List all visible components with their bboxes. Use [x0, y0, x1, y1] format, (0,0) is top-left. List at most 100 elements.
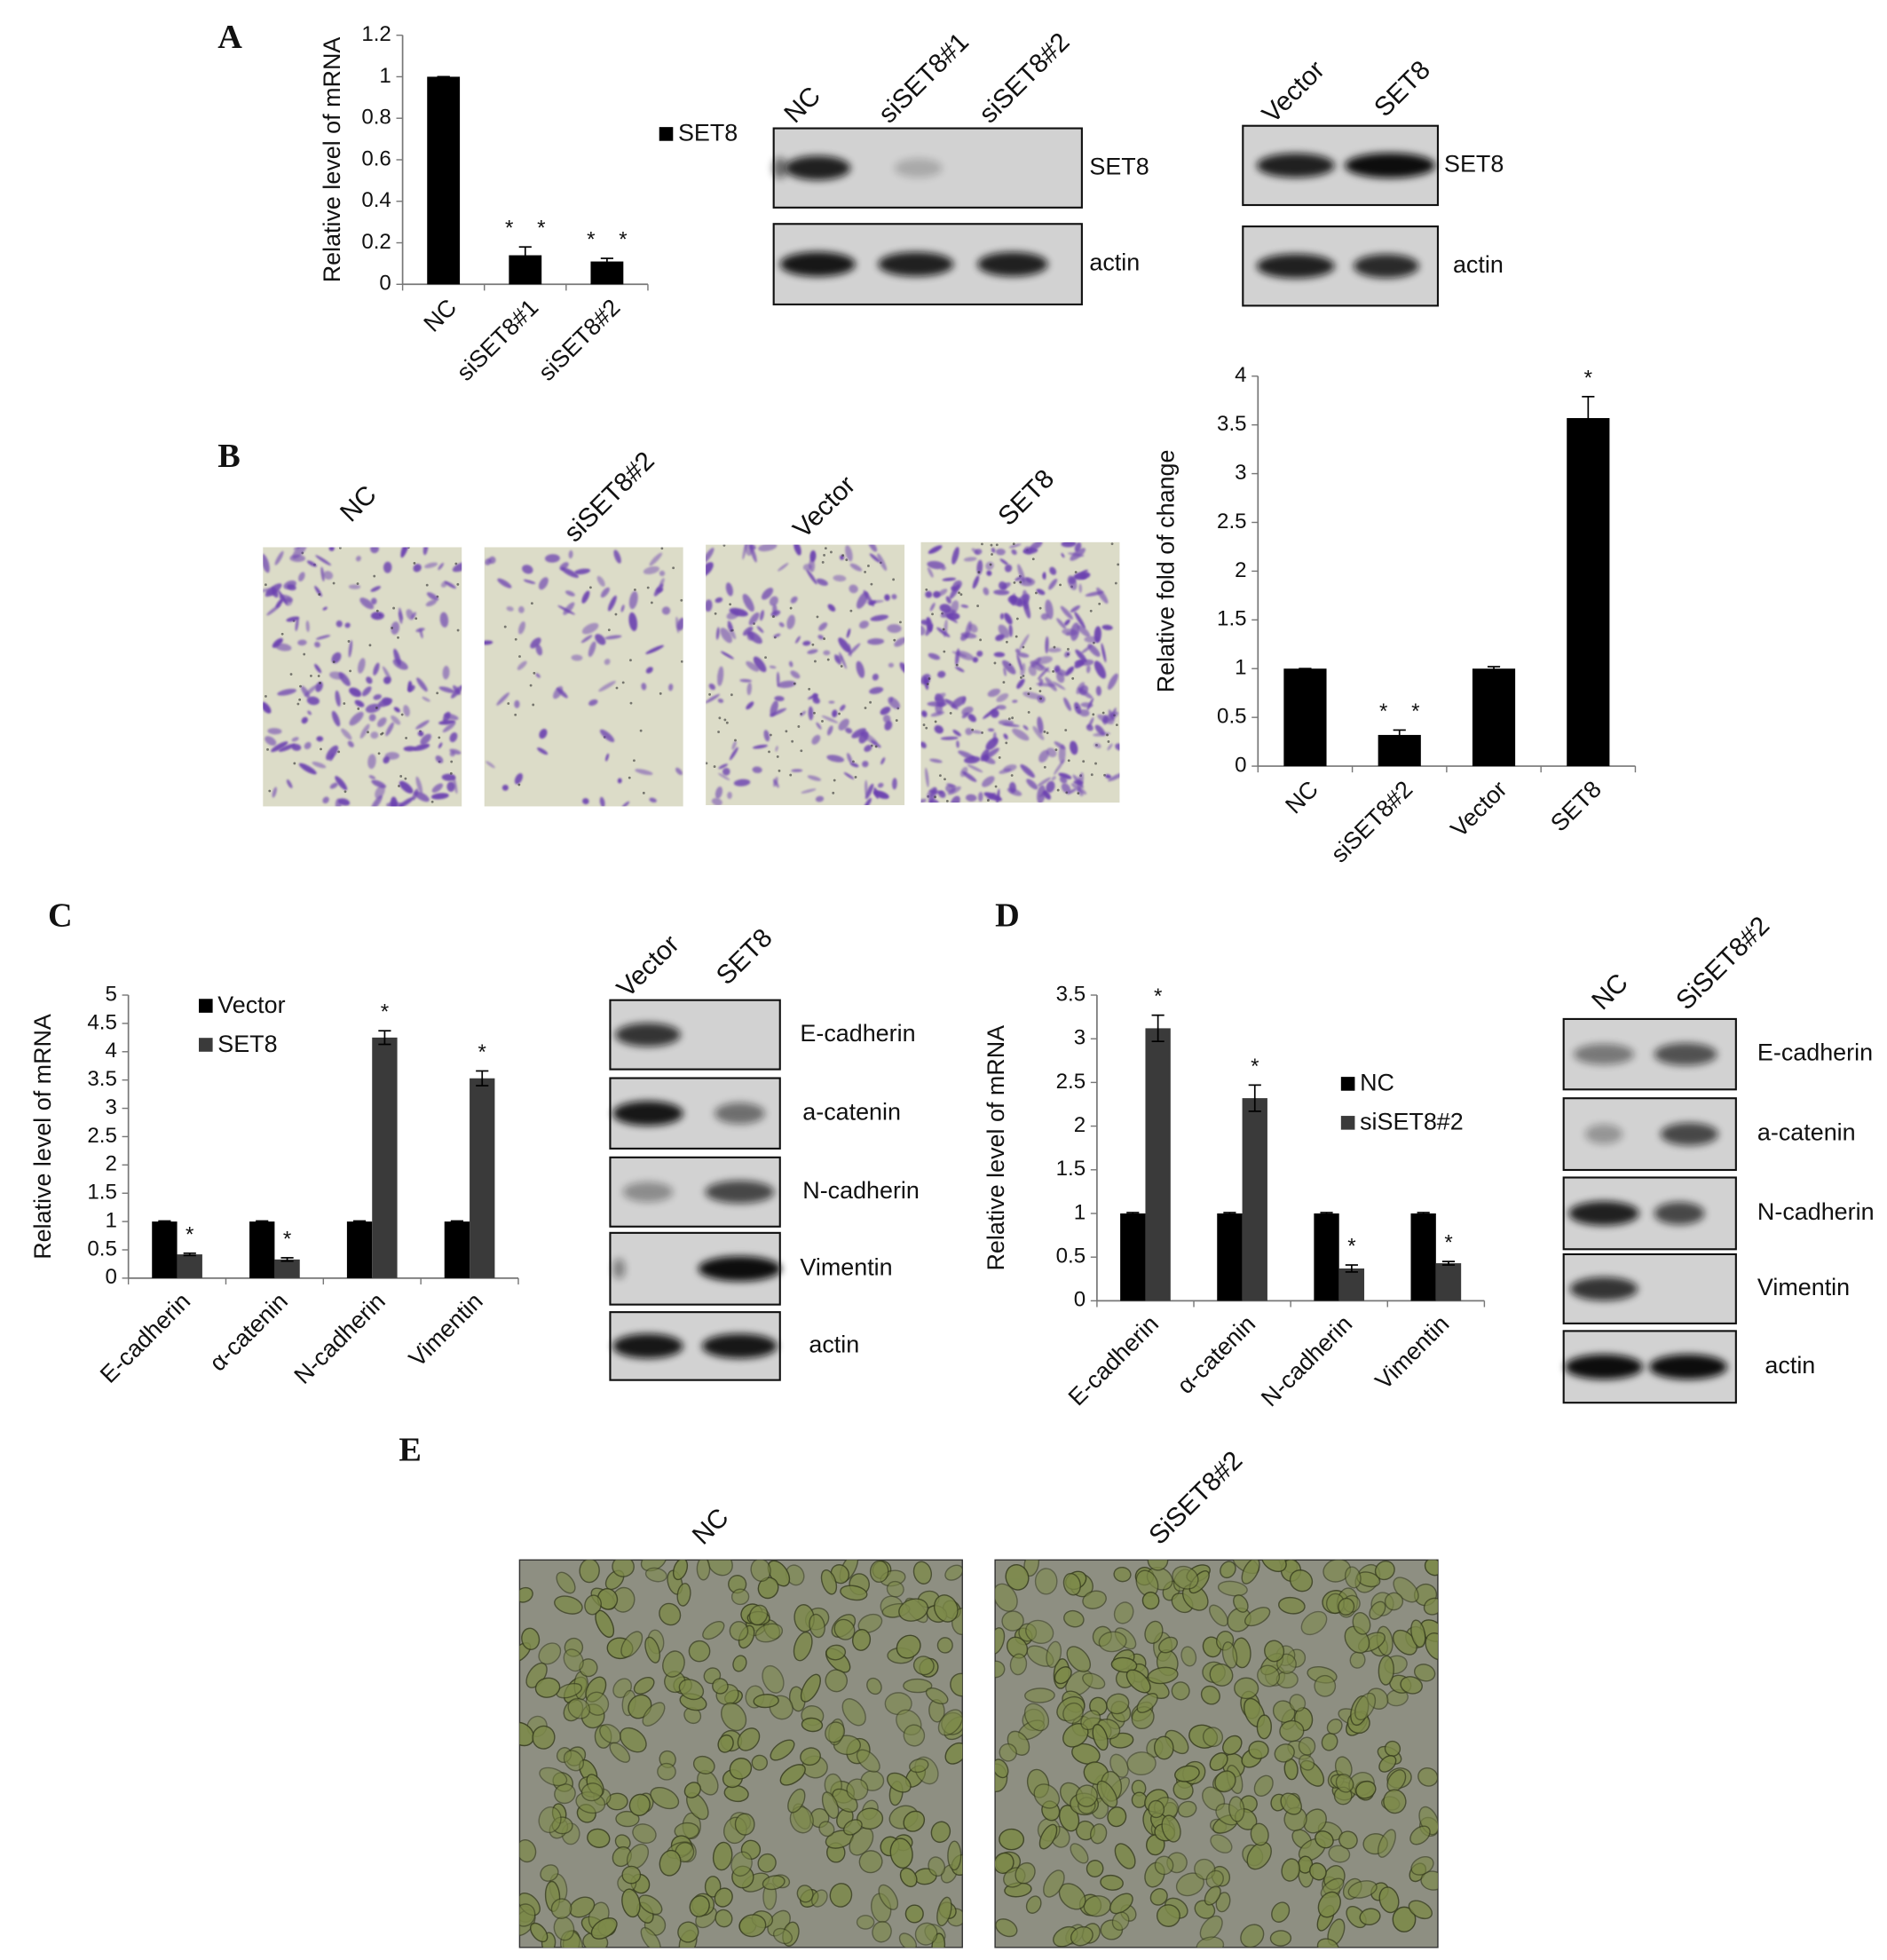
y-tick-label: 4	[105, 1039, 116, 1063]
cell	[519, 1721, 535, 1747]
stained-cell	[942, 577, 957, 581]
stained-cell	[419, 628, 423, 639]
stained-cell	[385, 722, 394, 737]
stained-cell	[950, 795, 960, 803]
cell	[896, 1634, 921, 1659]
y-axis-title: Relative level of mRNA	[319, 37, 345, 283]
stained-cell	[862, 761, 869, 768]
stained-cell	[275, 643, 292, 652]
cell	[550, 1898, 572, 1919]
stained-cell	[568, 549, 573, 559]
stained-cell	[864, 798, 872, 806]
y-tick-label: 0	[379, 272, 391, 296]
error-bar	[1582, 395, 1595, 440]
bar	[470, 1078, 495, 1278]
stained-cell	[718, 772, 730, 781]
pore	[976, 605, 980, 607]
stained-cell	[557, 605, 575, 615]
stained-cell	[368, 714, 376, 722]
cell	[599, 1723, 621, 1744]
stained-cell	[496, 692, 510, 706]
cell	[1136, 1693, 1158, 1713]
cell	[721, 1702, 747, 1732]
stained-cell	[581, 622, 599, 635]
pore	[375, 609, 379, 612]
stained-cell	[971, 548, 980, 555]
stained-cell	[292, 547, 307, 559]
stained-cell	[1054, 665, 1061, 673]
band-label: SET8	[1089, 153, 1149, 179]
stained-cell	[928, 545, 943, 554]
cell	[1171, 1681, 1190, 1701]
stained-cell	[370, 731, 379, 739]
pore	[778, 769, 781, 772]
stained-cell	[446, 781, 455, 792]
pore	[830, 550, 833, 554]
stained-cell	[996, 692, 1009, 702]
stained-cell	[770, 700, 778, 717]
stained-cell	[817, 635, 824, 640]
stained-cell	[306, 696, 320, 706]
pore	[869, 700, 872, 704]
stained-cell	[1056, 618, 1067, 629]
stained-cell	[335, 776, 348, 791]
cell	[1347, 1880, 1378, 1899]
stained-cell	[1003, 667, 1007, 676]
stained-cell	[1094, 742, 1101, 748]
cell	[1090, 1823, 1108, 1845]
stained-cell	[849, 763, 859, 768]
stained-cell	[1015, 648, 1021, 654]
stained-cell	[522, 565, 533, 574]
stained-cell	[596, 575, 605, 587]
cell	[1209, 1663, 1234, 1687]
stained-cell	[867, 638, 885, 645]
stained-cell	[927, 561, 945, 570]
stained-cell	[365, 703, 381, 714]
stained-cell	[286, 779, 293, 789]
stained-cell	[778, 622, 785, 628]
stained-cell	[828, 700, 835, 704]
stained-cell	[442, 722, 456, 733]
cell	[751, 1754, 769, 1771]
cell	[1241, 1560, 1260, 1585]
stained-cell	[315, 681, 323, 692]
pore	[821, 560, 825, 564]
pore	[776, 755, 779, 758]
stained-cell	[1094, 626, 1101, 644]
stained-cell	[795, 636, 801, 644]
stained-cell	[873, 787, 880, 799]
legend-swatch	[659, 127, 674, 141]
cell	[842, 1819, 863, 1836]
cell	[1222, 1735, 1243, 1756]
stained-cell	[809, 550, 817, 563]
pore	[398, 785, 400, 787]
stained-cell	[718, 763, 729, 770]
micrograph	[706, 544, 905, 806]
cell	[1377, 1829, 1396, 1858]
bar	[249, 1221, 275, 1278]
blot-band	[1354, 254, 1419, 279]
stained-cell	[1070, 783, 1087, 794]
cell	[1246, 1841, 1272, 1870]
stained-cell	[993, 652, 1006, 658]
cell	[762, 1664, 785, 1694]
cell	[672, 1560, 689, 1581]
cell	[1240, 1924, 1265, 1948]
pore	[1039, 697, 1043, 700]
cell	[995, 1583, 1018, 1612]
stained-cell	[315, 635, 331, 640]
cell	[1209, 1752, 1228, 1771]
stained-cell	[382, 666, 391, 681]
blot-band	[615, 1023, 681, 1047]
cell	[1417, 1766, 1438, 1787]
cell	[1354, 1692, 1377, 1721]
pore	[680, 598, 683, 602]
pore	[264, 694, 267, 698]
error-bar	[1393, 729, 1406, 741]
y-tick-label: 4.5	[87, 1010, 116, 1034]
cell	[1202, 1727, 1224, 1748]
pore	[514, 713, 517, 716]
stained-cell	[1003, 733, 1008, 739]
stained-cell	[889, 697, 893, 703]
